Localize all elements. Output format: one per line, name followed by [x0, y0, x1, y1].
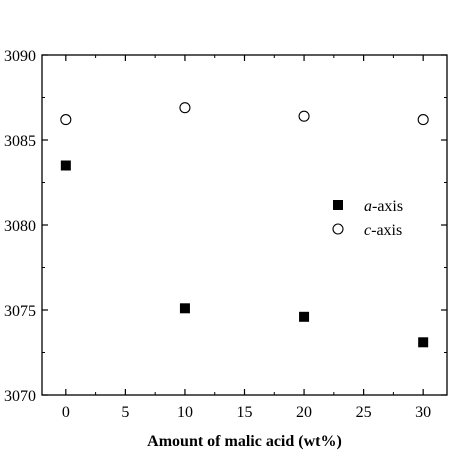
legend-label: a-axis — [364, 198, 403, 215]
data-point — [179, 303, 190, 314]
data-point — [60, 114, 72, 126]
data-point — [418, 337, 429, 348]
data-point — [179, 102, 191, 114]
data-point — [60, 160, 71, 171]
x-tick-label: 25 — [356, 404, 372, 421]
y-tick-label: 3075 — [4, 303, 36, 320]
data-points — [60, 102, 429, 348]
y-tick-label: 3090 — [4, 48, 36, 65]
x-axis-label: Amount of malic acid (wt%) — [147, 433, 342, 450]
x-tick-label: 10 — [177, 404, 193, 421]
x-tick-label: 15 — [237, 404, 253, 421]
y-axis: 3070 3075 3080 3085 3090 — [4, 48, 447, 405]
y-tick-label: 3085 — [4, 133, 36, 150]
x-tick-label: 30 — [415, 404, 431, 421]
series-1 — [60, 160, 429, 348]
x-tick-label: 20 — [296, 404, 312, 421]
legend-marker — [332, 223, 344, 235]
legend: a-axis c-axis — [332, 198, 403, 239]
series-2 — [60, 102, 429, 126]
data-point — [299, 311, 310, 322]
legend-label: c-axis — [364, 222, 402, 239]
data-point — [417, 114, 429, 126]
x-axis: 0 5 10 15 20 25 30 — [62, 55, 431, 421]
y-tick-label: 3080 — [4, 218, 36, 235]
y-tick-label: 3070 — [4, 388, 36, 405]
x-tick-label: 5 — [121, 404, 129, 421]
legend-marker — [333, 200, 343, 210]
data-point — [298, 110, 310, 122]
x-tick-label: 0 — [62, 404, 70, 421]
